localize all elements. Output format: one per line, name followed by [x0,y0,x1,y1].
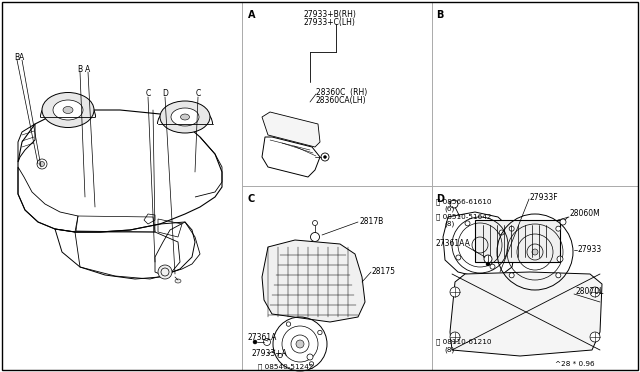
Text: 27361A: 27361A [248,333,277,341]
Text: C: C [145,90,150,99]
Circle shape [556,226,561,231]
Text: C: C [248,194,255,204]
Circle shape [590,332,600,342]
Text: A: A [85,64,91,74]
Circle shape [509,273,514,278]
Circle shape [486,262,490,266]
Circle shape [286,322,291,326]
Circle shape [323,155,326,158]
Ellipse shape [171,108,199,126]
Ellipse shape [180,114,189,120]
Circle shape [560,219,566,225]
Text: Ⓢ 08510-51642: Ⓢ 08510-51642 [436,214,492,220]
Text: A: A [19,52,24,61]
Circle shape [317,330,322,335]
Text: (8): (8) [444,347,454,353]
Ellipse shape [175,279,181,283]
Text: Ⓢ 08540-51242: Ⓢ 08540-51242 [258,364,314,370]
Text: D: D [436,194,444,204]
Circle shape [456,255,461,260]
Circle shape [40,161,45,167]
Circle shape [310,232,319,241]
Ellipse shape [160,101,210,133]
Text: (8): (8) [444,221,454,227]
Circle shape [278,353,282,358]
Circle shape [158,265,172,279]
Ellipse shape [63,106,73,113]
Circle shape [321,153,329,161]
Circle shape [296,340,304,348]
Text: A: A [248,10,255,20]
Text: Ⓑ 08110-61210: Ⓑ 08110-61210 [436,339,492,345]
Circle shape [557,256,563,262]
Circle shape [590,287,600,297]
Circle shape [465,221,470,226]
Circle shape [499,230,504,235]
Circle shape [490,264,495,269]
Text: 28175: 28175 [372,267,396,276]
Text: B: B [436,10,444,20]
Polygon shape [262,112,320,147]
Circle shape [161,268,169,276]
Circle shape [264,339,271,346]
Circle shape [532,249,538,255]
Text: B: B [15,52,20,61]
Text: 28360C  (RH): 28360C (RH) [316,87,367,96]
Circle shape [312,221,317,225]
Circle shape [450,332,460,342]
Circle shape [307,354,313,360]
Circle shape [450,287,460,297]
Circle shape [484,255,492,263]
Text: (6): (6) [444,206,454,212]
Text: 28070L: 28070L [575,288,604,296]
Circle shape [37,159,47,169]
Text: 27933+A: 27933+A [252,350,288,359]
Text: 2817B: 2817B [360,218,384,227]
Text: B: B [77,64,83,74]
Text: 28360CA(LH): 28360CA(LH) [316,96,367,105]
Text: 27933+C(LH): 27933+C(LH) [303,17,355,26]
Text: 27933F: 27933F [530,192,559,202]
Text: D: D [162,90,168,99]
Circle shape [509,226,514,231]
Circle shape [450,200,458,208]
Polygon shape [450,272,602,356]
Text: 28060M: 28060M [570,209,601,218]
Ellipse shape [53,100,83,120]
Ellipse shape [42,93,94,128]
Polygon shape [262,240,365,322]
Circle shape [556,273,561,278]
Text: 27933: 27933 [578,246,602,254]
Circle shape [253,340,257,344]
Bar [475,220,560,262]
Text: C: C [195,90,200,99]
Text: ^28 * 0.96: ^28 * 0.96 [555,361,595,367]
Text: Ⓢ 08566-61610: Ⓢ 08566-61610 [436,199,492,205]
Text: 27933+B(RH): 27933+B(RH) [303,10,356,19]
Text: 27361AA: 27361AA [436,240,471,248]
Circle shape [309,362,314,366]
